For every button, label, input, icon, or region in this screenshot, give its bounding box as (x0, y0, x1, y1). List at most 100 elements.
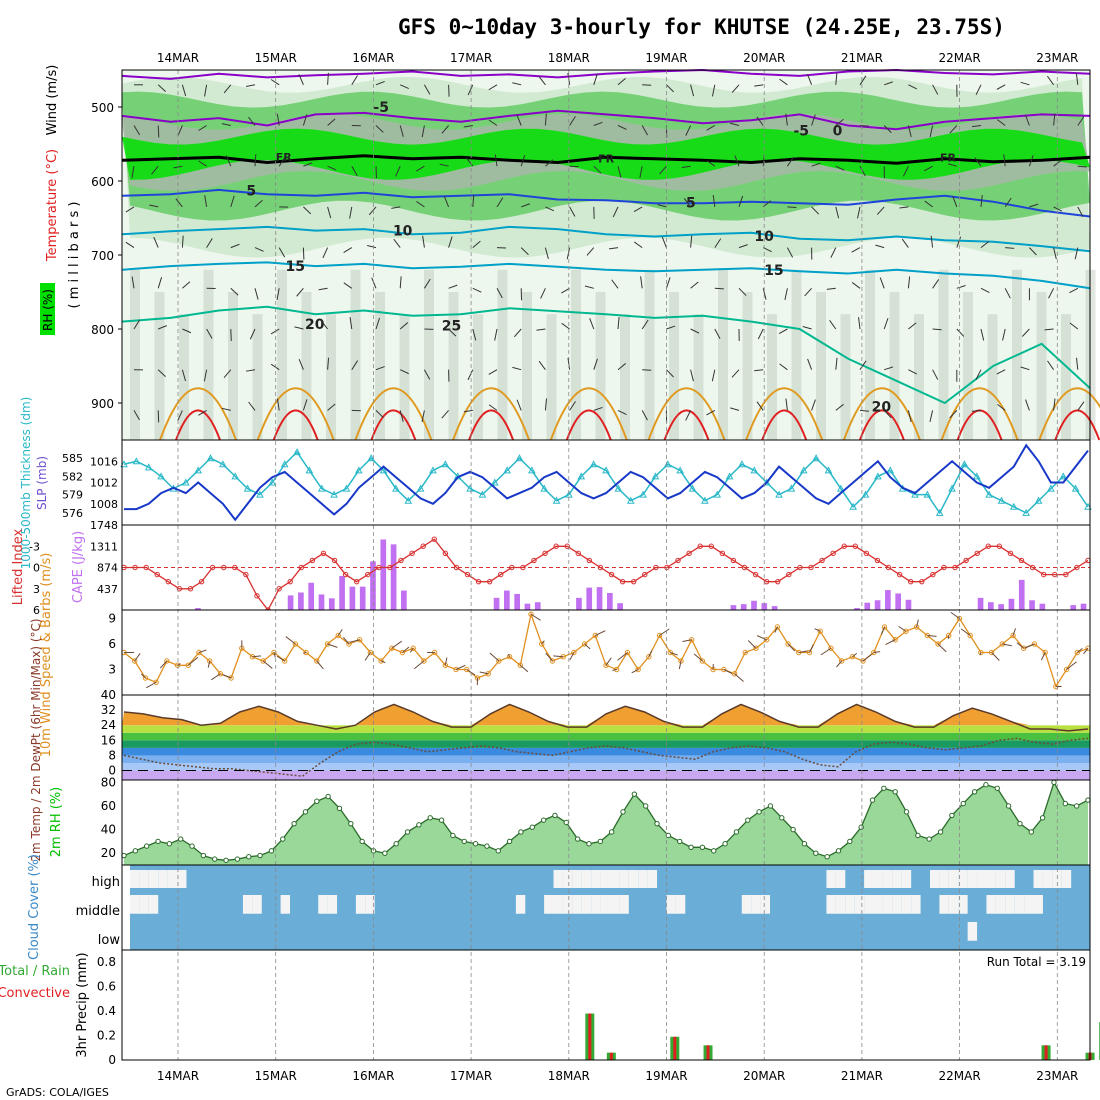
rh2m-marker (677, 838, 683, 845)
wind-barb (496, 197, 504, 208)
wind-barb (206, 238, 213, 248)
bottom-date-label: 19MAR (645, 1069, 687, 1083)
rh-column (277, 269, 287, 440)
rh2m-marker (915, 832, 921, 839)
li-marker (985, 543, 991, 549)
wind-barb-10m (285, 636, 296, 645)
cape-tick-label: 1311 (90, 540, 118, 553)
wind-barb (1024, 114, 1030, 126)
wind-barb (706, 409, 716, 416)
thickness-marker (354, 466, 363, 474)
cloud-cell-high (638, 870, 648, 888)
wind-barb (1069, 287, 1079, 294)
wind-barb-10m (391, 640, 402, 649)
wind-barb (807, 358, 813, 370)
thickness-marker (503, 466, 511, 474)
wind-barb (1028, 155, 1034, 167)
cloud-cell-high (835, 870, 846, 888)
wind-barb (399, 84, 409, 89)
wind-barb (276, 398, 280, 411)
wind-barb (730, 407, 740, 411)
cloud-label: Cloud Cover (%) (27, 854, 42, 960)
wind-barb (714, 328, 721, 340)
wind-barb (633, 241, 643, 249)
contour-label: 15 (764, 263, 783, 279)
wind-barb-10m (409, 647, 414, 653)
cloud-cell-middle (986, 895, 996, 914)
wind-marker (174, 662, 181, 668)
wind-barb (666, 369, 674, 378)
wind-barb (785, 398, 788, 411)
thickness-marker (404, 496, 413, 504)
rh-column (595, 292, 606, 440)
wind-barb-10m (545, 652, 553, 662)
rh2m-marker (608, 829, 615, 835)
rh-column (522, 292, 532, 440)
contour-label: 25 (442, 318, 461, 334)
wind-barb-10m (605, 657, 612, 666)
wind-barb (182, 328, 192, 334)
wind-marker (903, 628, 909, 634)
wind-marker (1063, 666, 1070, 673)
rh2m-marker (733, 829, 740, 835)
li-marker (752, 571, 759, 578)
cloud-cell-high (1061, 870, 1072, 888)
wind-barb (133, 319, 141, 330)
cloud-cell-middle (610, 895, 620, 914)
rh2m-marker (416, 822, 422, 828)
isotherm-25-cell (647, 387, 726, 441)
wind-barb (467, 369, 474, 381)
contour-label: 15 (285, 259, 304, 275)
wind-barb (997, 403, 1006, 411)
wind-barb (996, 369, 1006, 375)
wind-barb (448, 284, 458, 289)
li-marker (830, 550, 836, 557)
temp-tick-label: 32 (101, 703, 116, 717)
wind-barb-10m (402, 646, 410, 653)
thickness-marker (1022, 508, 1031, 516)
thickness-marker (1034, 496, 1043, 504)
bottom-date-label: 22MAR (939, 1069, 981, 1083)
isotherm-25-cell (940, 387, 1019, 441)
thickness-marker (466, 484, 474, 492)
wind-barb (690, 235, 693, 248)
cape-bar (1008, 598, 1015, 610)
wind-barb-10m (222, 674, 232, 679)
wind-barb (690, 281, 699, 289)
cape-bar (761, 603, 768, 610)
wind-barb (371, 277, 377, 289)
cape-bar (298, 592, 304, 610)
wind-barb (544, 113, 547, 126)
cape-bar (730, 605, 737, 610)
cape-bar (576, 597, 582, 610)
wind-barb (351, 360, 359, 370)
rh-column (644, 269, 655, 440)
contour-label: 10 (393, 224, 413, 240)
rh2m-marker (484, 843, 490, 849)
rh2m-marker (869, 797, 876, 803)
wind-marker (785, 641, 791, 647)
wind-barb (1022, 328, 1030, 337)
wind-barb (901, 238, 909, 248)
wind-barb (157, 369, 166, 378)
wind-marker (624, 649, 631, 656)
cloud-cell-middle (1033, 895, 1043, 914)
wind-barb (278, 247, 286, 258)
thickness-marker (614, 484, 623, 492)
wind-barb (131, 166, 135, 178)
cloud-cell-middle (252, 895, 262, 914)
wind-barb-10m (631, 669, 639, 674)
cloud-cell-middle (826, 895, 836, 914)
wind-barb (294, 326, 304, 330)
wind-marker (421, 658, 427, 664)
cloud-cell-high (628, 870, 639, 888)
wind-barb-10m (159, 660, 168, 669)
cape-bar (390, 544, 397, 610)
ytick-label: 800 (91, 323, 114, 337)
wind-barb (584, 285, 594, 289)
wind-barb (561, 322, 570, 330)
wind-barb (690, 369, 694, 382)
wind-barb (907, 410, 912, 422)
wind-tick-label: 6 (108, 637, 116, 651)
wind-marker (217, 671, 224, 677)
